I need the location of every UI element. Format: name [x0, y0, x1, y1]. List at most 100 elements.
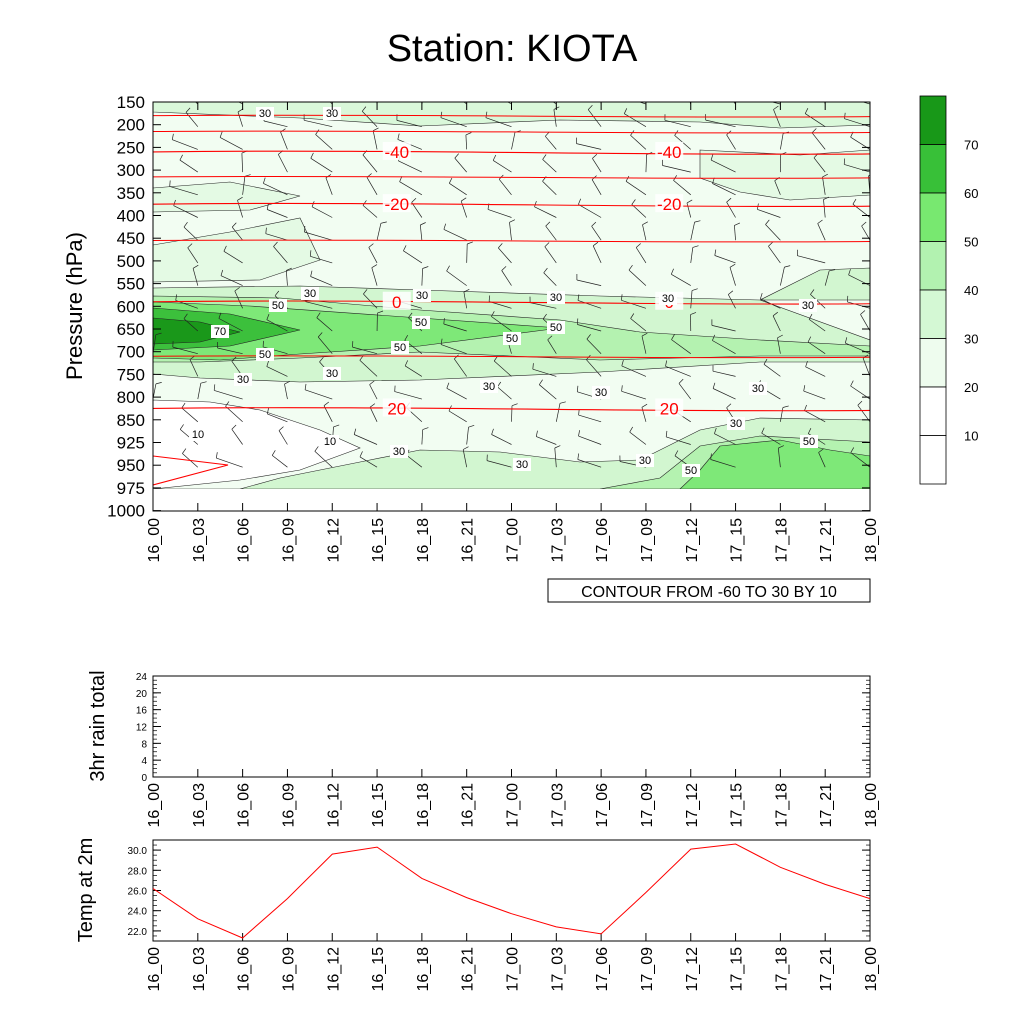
speed-contour-label-bg	[547, 321, 565, 334]
wind-barb	[183, 318, 199, 332]
speed-band-30-40-left	[153, 217, 321, 283]
wind-barb	[372, 130, 378, 150]
wind-barb-flag	[380, 221, 387, 224]
wind-barb-flag	[286, 267, 292, 271]
wind-barb-flag	[586, 334, 591, 340]
wind-barb	[625, 181, 647, 196]
wind-barb	[315, 134, 333, 150]
wind-barb-flag	[554, 445, 561, 449]
wind-barb	[443, 229, 467, 241]
pressure-tick-label: 400	[117, 207, 145, 226]
wind-barb	[777, 337, 781, 354]
y-tick-label: 8	[141, 739, 147, 750]
colorbar-swatch	[919, 144, 947, 194]
wind-barb	[712, 340, 736, 355]
speed-contour-label: 50	[506, 333, 518, 345]
wind-barb	[491, 316, 512, 332]
wind-barb	[263, 183, 288, 196]
x-tick-label: 16_09	[280, 947, 297, 992]
speed-contour-label: 30	[483, 381, 495, 393]
wind-barb-flag	[231, 356, 237, 362]
wind-barb-flag	[723, 86, 727, 91]
wind-barb-flag	[422, 427, 429, 430]
colorbar-legend: 70 60 50 40 30 20 10	[919, 95, 978, 485]
wind-barb-flag	[694, 220, 701, 223]
wind-barb-flag	[857, 400, 863, 406]
wind-barb	[774, 180, 781, 195]
wind-barb	[405, 454, 423, 468]
wind-barb	[635, 247, 647, 264]
x-tick-label: 17_06	[594, 783, 611, 828]
wind-barb	[284, 384, 288, 400]
wind-barb	[673, 180, 691, 196]
wind-barb-flag	[237, 196, 243, 201]
x-tick-label: 17_15	[729, 947, 746, 992]
wind-barb-flag	[440, 111, 443, 118]
wind-barb-flag	[810, 289, 815, 295]
x-tick-label: 17_21	[818, 783, 835, 828]
speed-band-50-60	[153, 301, 561, 361]
temperature-contour-label-bg	[382, 291, 411, 310]
speed-contour-label: 10	[324, 436, 336, 448]
wind-barb-flag	[821, 86, 826, 89]
wind-barb	[804, 410, 826, 423]
wind-barb	[662, 165, 691, 173]
time-tick-label: 16_00	[146, 518, 163, 563]
wind-barb-flag	[323, 401, 330, 406]
wind-barb	[362, 154, 378, 173]
time-tick-label: 17_03	[549, 518, 566, 563]
wind-barb	[770, 102, 781, 105]
wind-barb	[405, 365, 423, 377]
wind-barb	[241, 153, 243, 173]
time-tick-label: 16_03	[191, 518, 208, 563]
time-tick-label: 17_15	[729, 518, 746, 563]
wind-barb-flag	[714, 427, 717, 434]
pressure-tick-label: 450	[117, 229, 145, 248]
wind-barb-flag	[369, 380, 375, 385]
speed-contour-label-bg	[256, 348, 274, 361]
wind-barb	[192, 268, 199, 286]
wind-barb-flag	[542, 313, 547, 320]
wind-barb	[861, 102, 870, 105]
temperature-contour	[153, 202, 870, 208]
speed-contour-label-bg	[800, 435, 818, 448]
wind-barb-flag	[179, 154, 183, 161]
pressure-tick-label: 200	[117, 116, 145, 135]
wind-barb	[354, 434, 378, 445]
wind-barb-flag	[378, 86, 384, 88]
wind-barb	[310, 255, 333, 264]
x-tick-label: 17_09	[639, 947, 656, 992]
wind-barb-flag	[535, 85, 538, 90]
wind-barb-flag	[686, 199, 693, 204]
wind-barb	[278, 430, 288, 445]
wind-barb-flag	[463, 288, 470, 293]
wind-barb	[493, 360, 512, 377]
wind-barb-flag	[420, 222, 426, 226]
wind-barb-flag	[665, 360, 668, 367]
rain-axis-label: 3hr rain total	[87, 670, 109, 781]
wind-barb	[628, 269, 647, 286]
wind-barb-flag	[315, 129, 320, 135]
wind-barb	[726, 134, 736, 150]
x-tick-label: 17_12	[684, 783, 701, 828]
colorbar-label: 50	[964, 235, 978, 250]
wind-barb-flag	[621, 385, 623, 392]
wind-barb	[712, 388, 736, 400]
wind-barb-flag	[404, 335, 409, 341]
wind-barb-flag	[804, 108, 809, 114]
wind-barb	[421, 429, 424, 445]
speed-contour-label: 50	[685, 465, 697, 477]
temperature-contour-label-bg	[382, 194, 411, 213]
wind-barb-flag	[266, 360, 269, 367]
wind-barb	[576, 279, 602, 286]
temperature-contour	[153, 130, 870, 134]
x-tick-label: 16_03	[191, 947, 208, 992]
wind-barb	[237, 111, 243, 127]
wind-barb-flag	[577, 453, 580, 460]
wind-barb-flag	[485, 111, 488, 118]
wind-barb	[811, 132, 826, 150]
speed-contour-label-bg	[727, 417, 745, 430]
pressure-tick-label: 925	[117, 434, 145, 453]
wind-barb	[218, 318, 243, 332]
wind-barb-flag	[234, 287, 240, 292]
